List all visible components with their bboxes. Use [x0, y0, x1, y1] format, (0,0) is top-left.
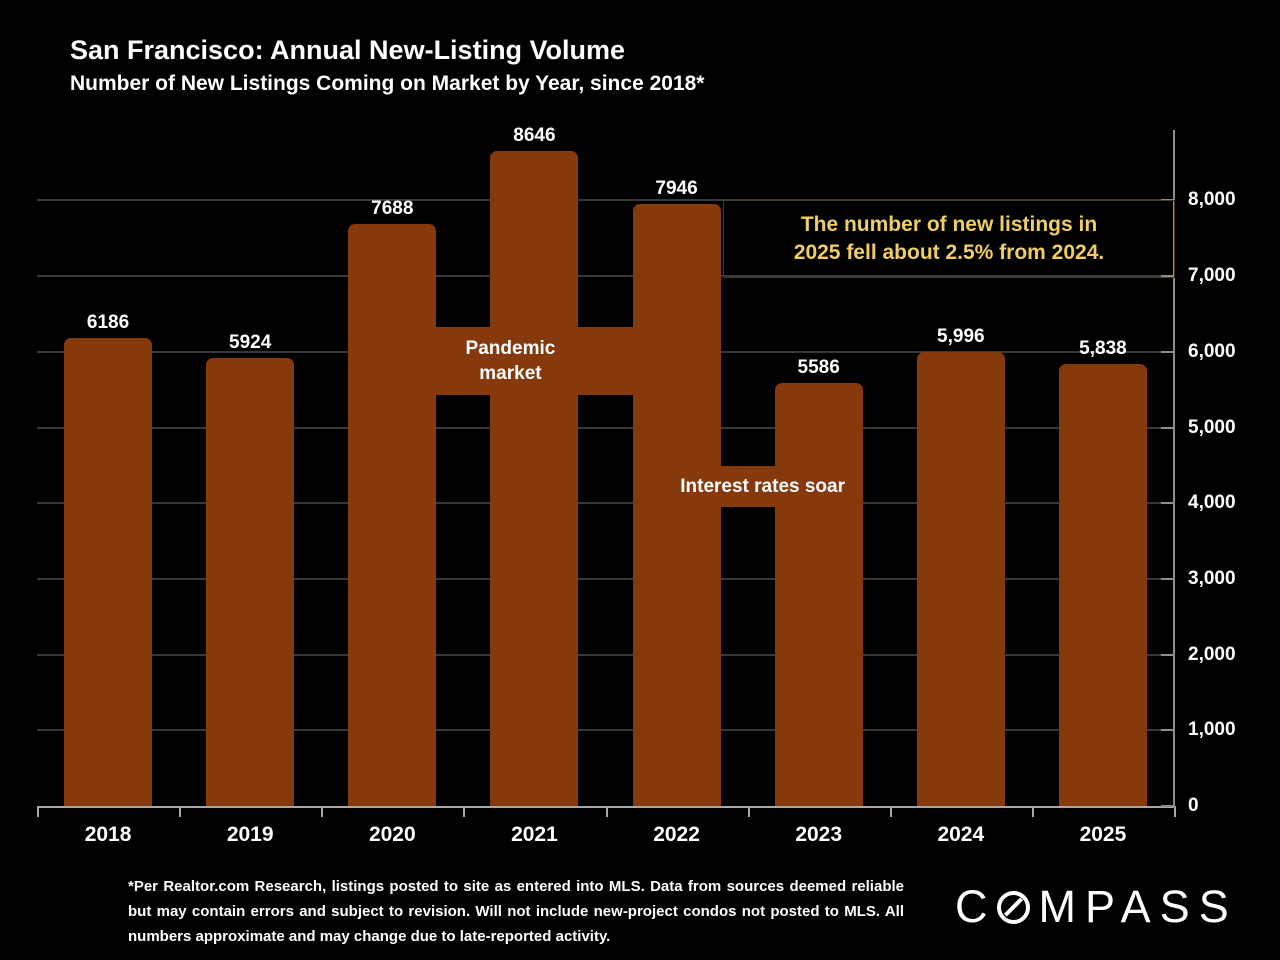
page-title: San Francisco: Annual New-Listing Volume	[70, 35, 626, 65]
x-axis-tick	[321, 808, 324, 817]
bar-2024	[916, 352, 1005, 806]
bar-2025	[1058, 364, 1147, 806]
gridline-1000	[37, 729, 1174, 732]
y-axis-tick-0	[1161, 805, 1173, 807]
x-axis-label-2024: 2024	[937, 823, 985, 846]
bar-2023	[774, 383, 863, 806]
y-axis-tick-4000	[1161, 502, 1173, 505]
y-axis-tick-6000	[1161, 350, 1173, 353]
gridline-3000	[37, 577, 1174, 580]
y-axis-tick-3000	[1161, 577, 1173, 580]
bar-value-label-2021: 8646	[513, 125, 556, 147]
y-axis-label-0: 0	[1188, 795, 1199, 816]
x-axis-label-2021: 2021	[511, 823, 558, 846]
annotation-label-line: Pandemic	[465, 337, 556, 359]
bar-value-label-2020: 7688	[371, 198, 414, 220]
brand-letters-mpass: MPASS	[1038, 881, 1238, 932]
y-axis-tick-2000	[1161, 653, 1173, 656]
y-axis-label-4000: 4,000	[1188, 492, 1236, 514]
callout-line-2: 2025 fell about 2.5% from 2024.	[793, 241, 1105, 264]
x-axis-line	[37, 806, 1176, 808]
bar-2019	[206, 357, 295, 806]
x-axis-label-2023: 2023	[795, 823, 843, 846]
bar-value-label-2018: 6186	[86, 311, 130, 333]
x-axis-label-2025: 2025	[1079, 823, 1127, 846]
bar-2020	[348, 224, 437, 806]
bar-value-label-2019: 5924	[229, 331, 272, 353]
x-axis-tick	[605, 808, 608, 817]
x-axis-tick	[889, 808, 892, 817]
footnote-text: *Per Realtor.com Research, listings post…	[128, 878, 904, 945]
brand-letter-c: C	[955, 881, 997, 932]
gridline-4000	[37, 502, 1174, 505]
gridline-8000	[37, 199, 1174, 202]
y-axis-label-8000: 8,000	[1188, 189, 1236, 211]
bar-value-label-2023: 5586	[797, 357, 840, 379]
callout-line-1: The number of new listings in	[800, 213, 1098, 236]
x-axis-label-2018: 2018	[84, 823, 132, 846]
callout-box: The number of new listings in 2025 fell …	[723, 200, 1175, 278]
annotation-label-line: Interest rates soar	[680, 476, 845, 498]
y-axis-label-2000: 2,000	[1188, 643, 1236, 665]
x-axis-tick	[463, 808, 466, 817]
annotation-band-interest: Interest rates soar	[632, 466, 863, 507]
compass-o-icon	[996, 890, 1030, 924]
y-axis-tick-7000	[1161, 275, 1173, 278]
y-axis-label-7000: 7,000	[1188, 265, 1236, 287]
annotation-label-line: market	[479, 362, 542, 384]
x-axis-tick	[37, 808, 39, 817]
x-axis-tick	[179, 808, 182, 817]
x-axis-label-2019: 2019	[226, 823, 274, 846]
bar-value-label-2024: 5,996	[937, 326, 985, 348]
compass-logo: C MPASS	[955, 884, 1238, 930]
gridline-7000	[37, 275, 1174, 278]
y-axis-label-1000: 1,000	[1188, 719, 1236, 741]
y-axis-label-6000: 6,000	[1188, 340, 1236, 362]
compass-o-slash-icon	[1003, 897, 1023, 917]
y-axis-line	[1173, 130, 1175, 808]
y-axis-label-5000: 5,000	[1188, 416, 1236, 438]
bar-value-label-2025: 5,838	[1079, 338, 1127, 360]
x-axis-tick	[747, 808, 750, 817]
x-axis-tick	[1174, 808, 1176, 817]
y-axis-tick-1000	[1161, 729, 1173, 732]
y-axis-tick-5000	[1161, 426, 1173, 429]
x-axis-tick	[1031, 808, 1034, 817]
bar-2018	[64, 337, 153, 806]
x-axis-label-2022: 2022	[653, 823, 700, 846]
y-axis-label-3000: 3,000	[1188, 567, 1236, 589]
annotation-band-pandemic: Pandemic market	[348, 326, 721, 395]
annotation-label-interest: Interest rates soar	[680, 474, 845, 499]
bar-2021	[490, 151, 579, 806]
page-subtitle: Number of New Listings Coming on Market …	[70, 72, 705, 95]
annotation-label-pandemic: Pandemic market	[466, 336, 556, 386]
x-axis-label-2020: 2020	[368, 823, 416, 846]
bar-value-label-2022: 7946	[655, 178, 698, 200]
gridline-2000	[37, 653, 1174, 656]
gridline-5000	[37, 426, 1174, 429]
